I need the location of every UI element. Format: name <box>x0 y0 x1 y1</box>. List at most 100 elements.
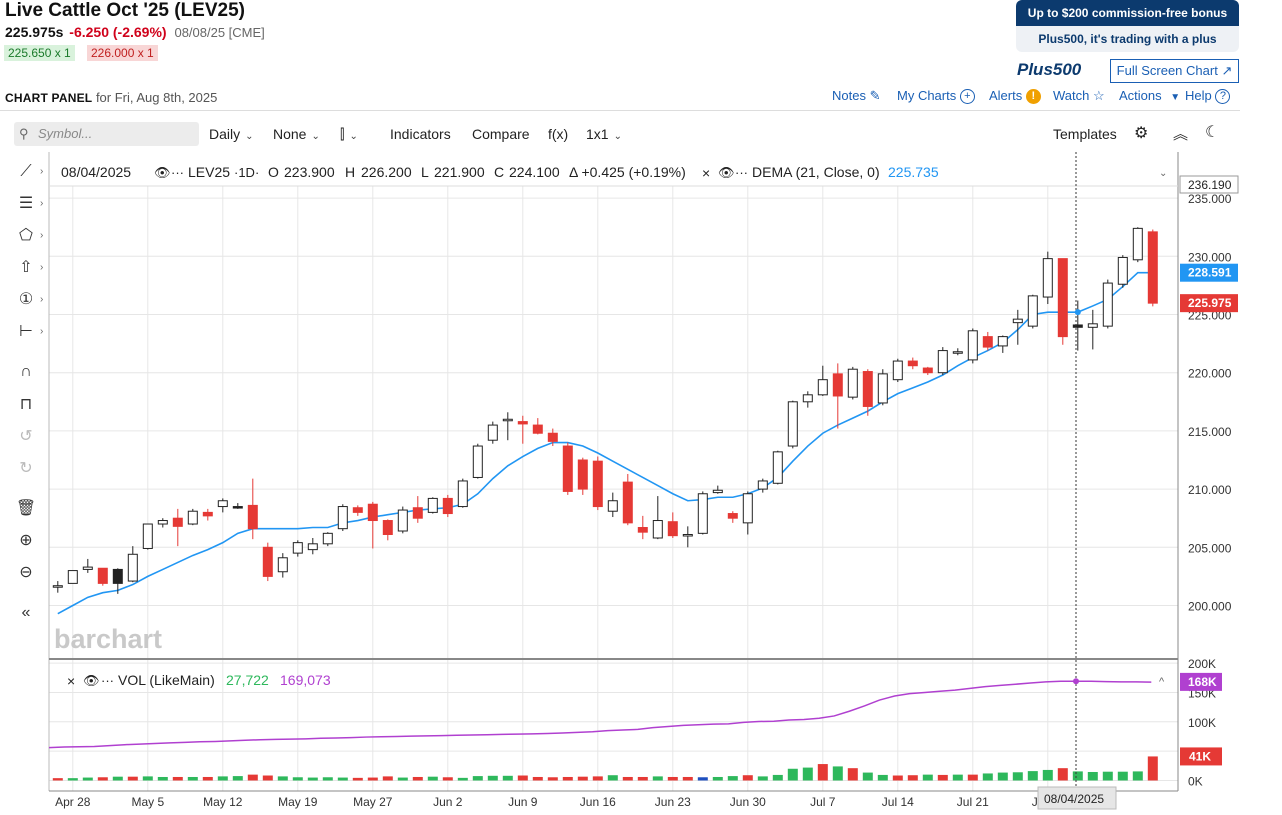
indicators-button[interactable]: Indicators <box>390 126 451 142</box>
volume-bar <box>592 776 603 781</box>
candle-body <box>697 493 708 534</box>
symbol-placeholder: Symbol... <box>38 126 93 141</box>
undo-icon[interactable]: ↺ <box>19 428 33 445</box>
legend-symbol: LEV25 <box>188 164 230 180</box>
none-dropdown[interactable]: None ⌄ <box>273 126 320 142</box>
promo-top-text[interactable]: Up to $200 commission-free bonus <box>1016 0 1239 26</box>
vol-legend-label: VOL (LikeMain) <box>118 672 215 688</box>
list-tool-icon[interactable]: ☰ › <box>18 195 44 212</box>
watch-label: Watch <box>1053 88 1090 103</box>
chevron-down-icon: ⌄ <box>349 131 358 142</box>
fx-button[interactable]: f(x) <box>548 126 569 142</box>
promo-bottom-text[interactable]: Plus500, it's trading with a plus <box>1038 32 1217 46</box>
candle-body <box>592 460 603 508</box>
volume-bar <box>127 776 138 781</box>
zoom-out-icon[interactable]: ⊖ <box>19 564 33 581</box>
interval-dropdown[interactable]: Daily ⌄ <box>209 126 254 142</box>
more-icon[interactable]: ··· <box>171 165 184 180</box>
close-icon[interactable]: × <box>67 673 75 689</box>
vol-legend-value: 27,722 <box>226 672 269 688</box>
candle-body <box>502 418 513 422</box>
compare-button[interactable]: Compare <box>472 126 530 142</box>
candle-body <box>487 424 498 441</box>
zoom-in-icon[interactable]: ⊕ <box>19 532 33 549</box>
candle-body <box>1012 318 1023 324</box>
last-price-tag-text: 225.975 <box>1188 296 1232 310</box>
candle-body <box>1057 258 1068 338</box>
alerts-label: Alerts <box>989 88 1023 103</box>
redo-icon[interactable]: ↻ <box>19 460 33 477</box>
shape-tool-icon[interactable]: ⬠ › <box>19 227 44 244</box>
alerts-link[interactable]: Alerts ! <box>989 88 1041 105</box>
more-icon[interactable]: ··· <box>101 673 114 688</box>
dema-line <box>57 271 1153 615</box>
candle-body <box>187 510 198 525</box>
candle-body <box>1042 258 1053 298</box>
dema-legend-label: DEMA (21, Close, 0) <box>752 164 880 180</box>
volume-bar <box>52 778 63 781</box>
volume-bar <box>97 777 108 781</box>
symbol-search-input[interactable]: ⚲ Symbol... <box>14 122 199 146</box>
crosshair-date-tag <box>1037 786 1117 810</box>
settings-gear-icon[interactable]: ⚙ <box>1134 125 1149 142</box>
line-tool-icon[interactable]: ⟋ › <box>20 163 44 180</box>
volume-bar <box>142 776 153 781</box>
crosshair-date-text: 08/04/2025 <box>1044 792 1104 806</box>
magnet-icon[interactable]: ∩ <box>20 363 32 380</box>
volume-tick-label: 0K <box>1188 775 1203 789</box>
actions-menu[interactable]: Actions ▼ <box>1119 88 1180 103</box>
candle-body <box>52 585 63 588</box>
plus500-logo[interactable]: Plus500 <box>1017 60 1082 79</box>
volume-bar <box>427 776 438 781</box>
none-label: None <box>273 126 307 142</box>
volume-bar <box>637 776 648 781</box>
dark-mode-icon[interactable]: ☾ <box>1205 124 1220 141</box>
my-charts-link[interactable]: My Charts + <box>897 88 975 105</box>
last-price-tag <box>1180 294 1238 313</box>
trash-icon[interactable]: 🗑 <box>15 500 37 517</box>
volume-bar <box>307 777 318 781</box>
volume-bar <box>847 768 858 781</box>
notes-link[interactable]: Notes ✎ <box>832 88 881 104</box>
close-icon[interactable]: × <box>702 165 710 181</box>
candle-body <box>952 351 963 354</box>
legend-close: 224.100 <box>509 164 560 180</box>
eye-icon[interactable]: 👁 <box>154 165 171 180</box>
axis-ticks: 200.000205.000210.000215.000220.000225.0… <box>55 192 1232 809</box>
eye-icon[interactable]: 👁 <box>718 165 735 180</box>
actions-label: Actions <box>1119 88 1162 103</box>
date-tick-label: Jun 9 <box>508 795 538 809</box>
chart-panel-title: CHART PANEL <box>5 91 93 105</box>
candle-body <box>397 509 408 532</box>
more-icon[interactable]: ··· <box>735 165 748 180</box>
candle-body <box>607 500 618 512</box>
volume-bar <box>487 775 498 781</box>
watch-link[interactable]: Watch ☆ <box>1053 88 1105 104</box>
unlock-icon[interactable]: ⊓ <box>19 396 33 413</box>
volume-bar <box>472 776 483 781</box>
measure-tool-icon[interactable]: ⊢ › <box>19 323 44 340</box>
candle-body <box>637 527 648 533</box>
volume-bar <box>397 777 408 781</box>
volume-bar <box>697 777 708 781</box>
templates-button[interactable]: Templates <box>1053 126 1117 142</box>
number-tool-icon[interactable]: ① › <box>18 291 44 308</box>
volume-bar <box>232 776 243 781</box>
chevron-up-icon[interactable]: ^ <box>1159 676 1165 688</box>
eye-icon[interactable]: 👁 <box>83 673 100 688</box>
full-screen-chart-button[interactable]: Full Screen Chart ↗ <box>1110 59 1239 83</box>
help-link[interactable]: Help ? <box>1185 88 1231 105</box>
volume-bar <box>622 776 633 781</box>
collapse-icon[interactable]: ︽ <box>1173 126 1189 143</box>
volume-bar <box>817 764 828 781</box>
promo-banner[interactable]: Up to $200 commission-free bonus Plus500… <box>1016 0 1239 52</box>
layout-dropdown[interactable]: 1x1 ⌄ <box>586 126 622 142</box>
chevron-down-icon[interactable]: ⌄ <box>1159 168 1167 179</box>
chart-type-dropdown[interactable]: ⫿ ⌄ <box>340 126 358 143</box>
quote-date: 08/08/25 [CME] <box>174 25 265 40</box>
arrow-tool-icon[interactable]: ⇧ › <box>19 259 44 276</box>
volume-bar <box>922 774 933 781</box>
star-icon: ☆ <box>1092 88 1105 103</box>
collapse-left-icon[interactable]: « <box>21 604 31 621</box>
